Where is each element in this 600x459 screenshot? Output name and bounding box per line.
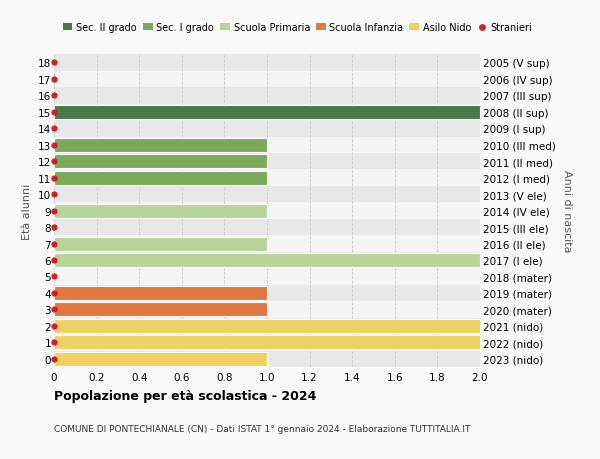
Bar (54, 237, 267, 251)
Bar (54, 106, 480, 119)
Bar (54, 334, 480, 351)
Bar (54, 236, 480, 252)
Bar (54, 204, 267, 218)
Bar (54, 137, 480, 154)
Bar (54, 286, 267, 300)
Bar (54, 285, 480, 302)
Text: Popolazione per età scolastica - 2024: Popolazione per età scolastica - 2024 (54, 389, 316, 403)
Bar (54, 269, 480, 285)
Bar (54, 154, 480, 170)
Y-axis label: Età alunni: Età alunni (22, 183, 32, 239)
Bar (54, 55, 480, 72)
Bar (54, 203, 480, 219)
Bar (54, 88, 480, 104)
Bar (54, 121, 480, 137)
Y-axis label: Anni di nascita: Anni di nascita (562, 170, 572, 252)
Bar (54, 219, 480, 236)
Bar (54, 139, 267, 152)
Bar (54, 155, 267, 169)
Bar (54, 170, 480, 186)
Bar (54, 336, 480, 350)
Bar (54, 302, 480, 318)
Bar (54, 186, 480, 203)
Bar (54, 104, 480, 121)
Bar (54, 351, 480, 367)
Bar (54, 171, 267, 185)
Bar (54, 318, 480, 334)
Bar (54, 319, 480, 333)
Text: COMUNE DI PONTECHIANALE (CN) - Dati ISTAT 1° gennaio 2024 - Elaborazione TUTTITA: COMUNE DI PONTECHIANALE (CN) - Dati ISTA… (54, 425, 470, 433)
Legend: Sec. II grado, Sec. I grado, Scuola Primaria, Scuola Infanzia, Asilo Nido, Stran: Sec. II grado, Sec. I grado, Scuola Prim… (59, 19, 536, 37)
Bar (54, 352, 267, 366)
Bar (54, 72, 480, 88)
Bar (54, 252, 480, 269)
Bar (54, 253, 480, 268)
Bar (54, 303, 267, 317)
